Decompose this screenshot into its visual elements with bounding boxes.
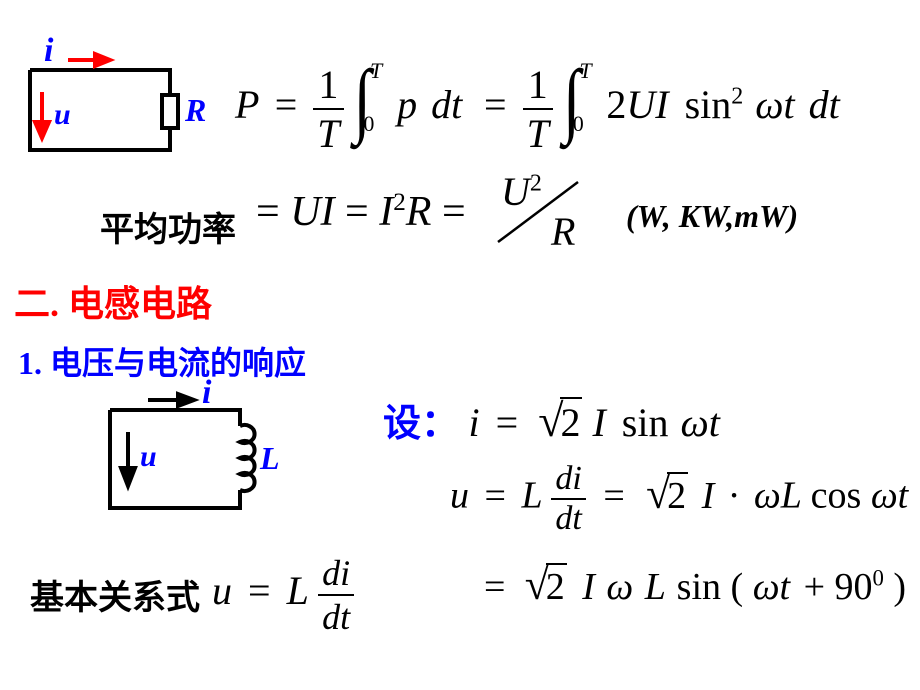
sym-eq-a: = <box>496 400 519 445</box>
label-units: (W, KW,mW) <box>626 198 798 235</box>
circuit-L: i u L <box>100 390 280 525</box>
sym-L-br: L <box>287 568 309 613</box>
sym-omegat-c: ωt <box>753 566 790 608</box>
circuit-r-i-label: i <box>44 32 53 70</box>
circuit-L-u-label: u <box>140 440 157 474</box>
sym-sin-sq: 2 <box>731 84 743 110</box>
frac1-num: 1 <box>313 61 343 108</box>
sym-omegat: ωt <box>755 82 794 127</box>
sym-dot: · <box>728 475 741 517</box>
sym-sin: sin <box>685 82 732 127</box>
subheading-response: 1. 电压与电流的响应 <box>18 338 306 384</box>
sym-dt2: dt <box>809 82 840 127</box>
int2-hi: T <box>579 58 591 84</box>
sym-eq2: = <box>484 82 507 127</box>
circuit-r-u-label: u <box>54 98 71 132</box>
sym-eq-u1: = <box>485 475 506 517</box>
circuit-r-R-label: R <box>185 92 206 129</box>
sym-L1: L <box>521 475 541 517</box>
sym-deg: 0 <box>873 565 884 590</box>
sym-omegata: ωt <box>680 400 719 445</box>
sym-eq: = <box>275 82 298 127</box>
sym-p: p <box>397 82 417 127</box>
dt1: dt <box>551 498 585 538</box>
circuit-L-L-label: L <box>260 440 280 477</box>
di1: di <box>551 460 585 498</box>
sym-Ib: I <box>702 475 715 517</box>
sqrt-2c: 2 <box>546 563 567 609</box>
sym-sin-c: sin <box>677 566 721 608</box>
sym-omegat-b: ωt <box>871 475 908 517</box>
frac1-den: T <box>313 108 343 157</box>
sym-P: P <box>235 82 259 127</box>
sym-lp: ( <box>731 566 744 608</box>
sym-eq-u1b: = <box>603 475 624 517</box>
sym-rp: ) <box>893 566 906 608</box>
sym-U: U <box>501 169 530 214</box>
sym-omega-c: ω <box>606 566 633 608</box>
sym-eq-u2: = <box>484 566 505 608</box>
eq-basic-relation: u = L di dt <box>212 552 354 638</box>
sym-dt: dt <box>431 82 462 127</box>
circuit-r: i u R <box>20 50 190 170</box>
int-hi: T <box>370 58 382 84</box>
sym-omegaL: ωL <box>754 475 801 517</box>
sym-R: R <box>406 189 432 235</box>
sym-u-br: u <box>212 568 232 613</box>
label-basic-relation: 基本关系式 <box>30 570 200 619</box>
sym-plus90: + 90 <box>804 566 873 608</box>
label-avg-power: 平均功率 <box>100 202 236 251</box>
sym-2: 2 <box>606 82 626 127</box>
eq-u-line2: = √2 I ω L sin ( ωt + 900 ) <box>478 560 906 610</box>
frac-U2-over-R: U2 R <box>483 172 603 262</box>
sym-i: i <box>469 400 480 445</box>
sqrt-2b: 2 <box>667 472 688 518</box>
sym-eq-br: = <box>248 568 271 613</box>
sym-Ic: I <box>582 566 595 608</box>
int2-lo: 0 <box>573 111 584 137</box>
label-assume: 设： <box>383 403 459 445</box>
eq-avg-power-result: = UI = I2R = <box>256 188 466 236</box>
sym-L-c: L <box>645 566 665 608</box>
sym-cos: cos <box>811 475 862 517</box>
heading-inductor-circuit: 二. 电感电路 <box>14 275 212 327</box>
circuit-L-svg <box>100 390 280 520</box>
I-sq: 2 <box>393 189 406 216</box>
sym-UI: UI <box>626 82 668 127</box>
U-sq: 2 <box>530 171 542 197</box>
sym-den-R: R <box>551 208 575 255</box>
eq-assume-i: 设： i = √2 I sin ωt <box>383 392 720 447</box>
int-lo: 0 <box>363 111 374 137</box>
eq-u-line1: u = L di dt = √2 I · ωL cos ωt <box>450 460 908 538</box>
di-br: di <box>318 552 354 594</box>
dt-br: dt <box>318 594 354 638</box>
sym-Ia: I <box>592 400 605 445</box>
sqrt-2a: 2 <box>560 397 582 446</box>
sym-eq3: = <box>442 189 466 235</box>
sym-u1: u <box>450 475 469 517</box>
sym-sina: sin <box>622 400 669 445</box>
eq-avg-power-integral: P = 1 T ∫T0 p dt <box>235 60 462 157</box>
circuit-L-i-label: i <box>202 374 211 412</box>
eq-avg-power-integral-2: = 1 T ∫T0 2UI sin2 ωt dt <box>478 60 840 157</box>
frac2-num: 1 <box>523 61 553 108</box>
frac2-den: T <box>523 108 553 157</box>
